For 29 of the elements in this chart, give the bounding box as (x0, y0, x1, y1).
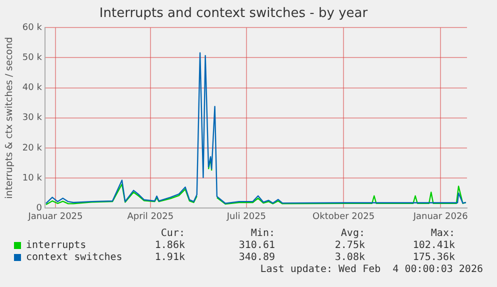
text: 1.91k (154, 252, 185, 263)
chart-title: Interrupts and context switches - by year (99, 6, 368, 22)
text: 310.61 (238, 240, 275, 251)
y-axis-title: interrupts & ctx switches / second (4, 36, 16, 199)
y-tick-label: 10 k (22, 173, 43, 184)
y-tick-label: 60 k (22, 22, 43, 33)
text: Avg: (340, 228, 365, 239)
text: Cur: (160, 228, 185, 239)
x-tick-label: Juli 2025 (226, 212, 266, 222)
y-tick-label: 20 k (22, 143, 43, 154)
x-tick-label: Januar 2025 (27, 212, 83, 222)
y-tick-label: 50 k (22, 53, 43, 64)
text: 1.86k (154, 240, 185, 251)
y-tick-label: 30 k (22, 113, 43, 124)
text: 2.75k (334, 240, 365, 251)
text: 3.08k (334, 252, 365, 263)
text: Last update: Wed Feb 4 00:00:03 2026 (260, 264, 483, 275)
text: 175.36k (412, 252, 455, 263)
text: 102.41k (412, 240, 455, 251)
legend-label: context switches (26, 252, 122, 263)
y-tick-label: 0 (36, 204, 42, 214)
x-tick-label: Januar 2026 (412, 212, 468, 222)
legend-label: interrupts (26, 240, 86, 251)
text: 340.89 (238, 252, 275, 263)
text: Min: (250, 228, 275, 239)
x-tick-label: April 2025 (127, 212, 174, 222)
y-tick-label: 40 k (22, 83, 43, 94)
x-tick-label: Oktober 2025 (312, 212, 375, 222)
text: Max: (430, 228, 455, 239)
